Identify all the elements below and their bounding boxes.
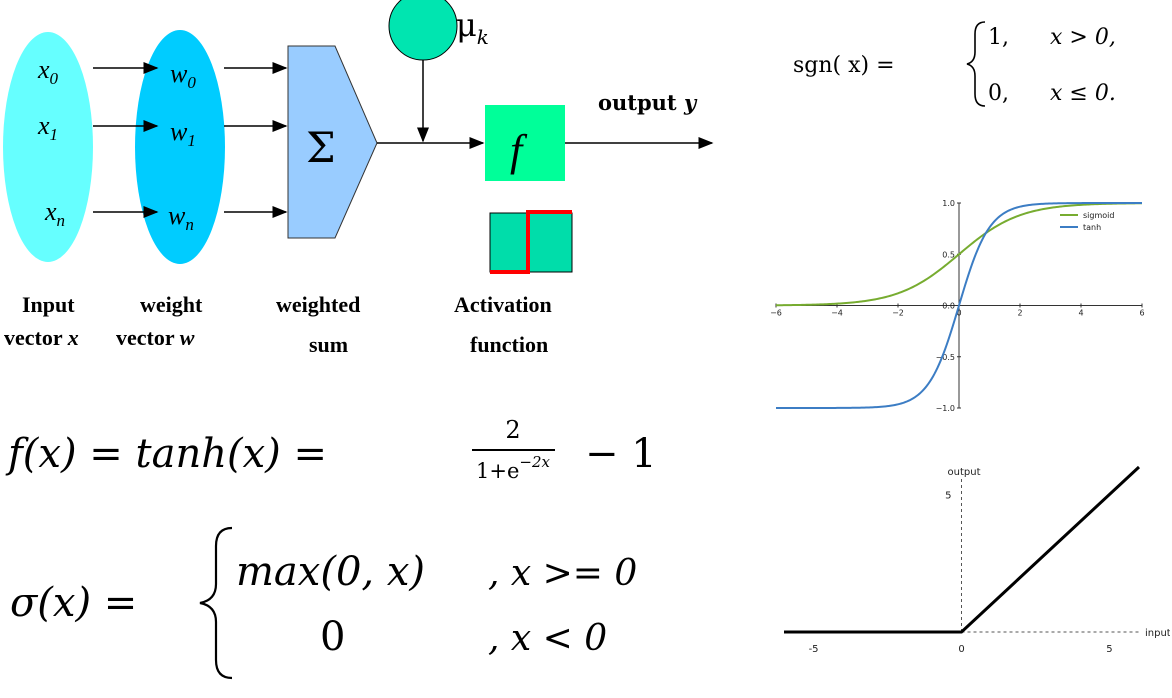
- relu-curve: [784, 465, 1141, 634]
- relu-brace: [199, 526, 233, 680]
- caption-input-line2: vector x: [4, 325, 79, 350]
- caption-activation-line1: Activation: [454, 292, 552, 317]
- tanh-tail: − 1: [585, 431, 657, 477]
- x-tick-label: 0: [956, 309, 961, 318]
- x-tick-label: 5: [1106, 644, 1112, 655]
- activation-box: [485, 105, 565, 181]
- caption-input-line1: Input: [22, 292, 75, 317]
- x-axis-label: input: [1145, 628, 1170, 639]
- relu-case1-value: max(0, x): [236, 549, 425, 595]
- y-tick-label: −1.0: [936, 404, 955, 413]
- weight-w0: w0: [170, 59, 196, 92]
- x-tick-label: −4: [831, 309, 843, 318]
- x-tick-label: 6: [1139, 309, 1144, 318]
- weighted-sum-block: [287, 45, 378, 239]
- sigmoid-legend-label: sigmoid: [1083, 211, 1114, 220]
- sgn-brace: [966, 21, 986, 107]
- y-tick-label: 1.0: [942, 199, 955, 208]
- output-label: output y: [598, 90, 698, 115]
- step-function-line: [490, 210, 572, 274]
- sgn-case2-cond: x ≤ 0.: [1050, 81, 1116, 106]
- tanh-curve: [776, 202, 1142, 409]
- caption-activation-line2: function: [470, 332, 548, 357]
- tanh-lhs: f(x) = tanh(x) =: [5, 431, 327, 477]
- relu-case2-value: 0: [320, 614, 345, 660]
- caption-sum-line2: sum: [309, 332, 348, 357]
- y-tick-label: −0.5: [936, 353, 955, 362]
- x-tick-label: -5: [809, 644, 819, 655]
- y-tick-label: 0.5: [942, 250, 955, 259]
- sum-symbol: Σ: [306, 123, 336, 172]
- weight-wn: wn: [168, 201, 194, 234]
- tanh-legend-label: tanh: [1083, 223, 1101, 232]
- x-tick-label: 4: [1078, 309, 1083, 318]
- sigmoid-curve: [775, 202, 1143, 307]
- x-tick-label: 2: [1017, 309, 1022, 318]
- sgn-case1-cond: x > 0,: [1050, 25, 1116, 50]
- tanh-formula: f(x) = tanh(x) = 2 1+e−2x − 1: [5, 416, 657, 483]
- relu-case2-cond: , x < 0: [488, 618, 607, 659]
- relu-lhs: σ(x) =: [10, 580, 137, 626]
- caption-weight-line1: weight: [140, 292, 203, 317]
- tanh-denominator: 1+e−2x: [476, 453, 551, 483]
- y-axis-label: output: [948, 467, 981, 478]
- step-function-icon: [489, 212, 573, 273]
- x-tick-label: −2: [892, 309, 904, 318]
- input-x1: x1: [37, 111, 58, 144]
- relu-formula: σ(x) = max(0, x) , x >= 0 0 , x < 0: [10, 526, 637, 680]
- y-tick-label: 0.0: [942, 302, 955, 311]
- relu-case1-cond: , x >= 0: [488, 553, 637, 594]
- sgn-formula: sgn( x) = 1, x > 0, 0, x ≤ 0.: [793, 21, 1116, 107]
- sgn-lhs: sgn( x) =: [793, 53, 895, 78]
- input-xn: xn: [44, 197, 65, 230]
- input-vector-ellipse: [3, 32, 93, 262]
- caption-weight-line2: vector w: [116, 325, 195, 350]
- x-tick-label: 0: [958, 644, 964, 655]
- weight-w1: w1: [170, 117, 196, 150]
- caption-sum-line1: weighted: [276, 292, 360, 317]
- relu-chart: input output -5 0 5 5: [784, 465, 1170, 655]
- weight-vector-ellipse: [135, 30, 225, 264]
- y-tick-label: 5: [945, 491, 951, 502]
- sgn-case2-value: 0,: [988, 81, 1009, 106]
- sgn-case1-value: 1,: [988, 25, 1009, 50]
- bias-label: μk: [456, 6, 489, 49]
- sigmoid-tanh-chart: −6 −4 −2 0 2 4 6 1.0 0.5 0.0 −0.5 −1.0 sigmoid tanh: [770, 199, 1144, 413]
- x-tick-label: −6: [770, 309, 782, 318]
- tanh-numerator: 2: [505, 416, 520, 444]
- neuron-diagram: x0 x1 xn w0 w1 wn Σ μk f output y In: [3, 0, 714, 357]
- input-x0: x0: [37, 55, 59, 88]
